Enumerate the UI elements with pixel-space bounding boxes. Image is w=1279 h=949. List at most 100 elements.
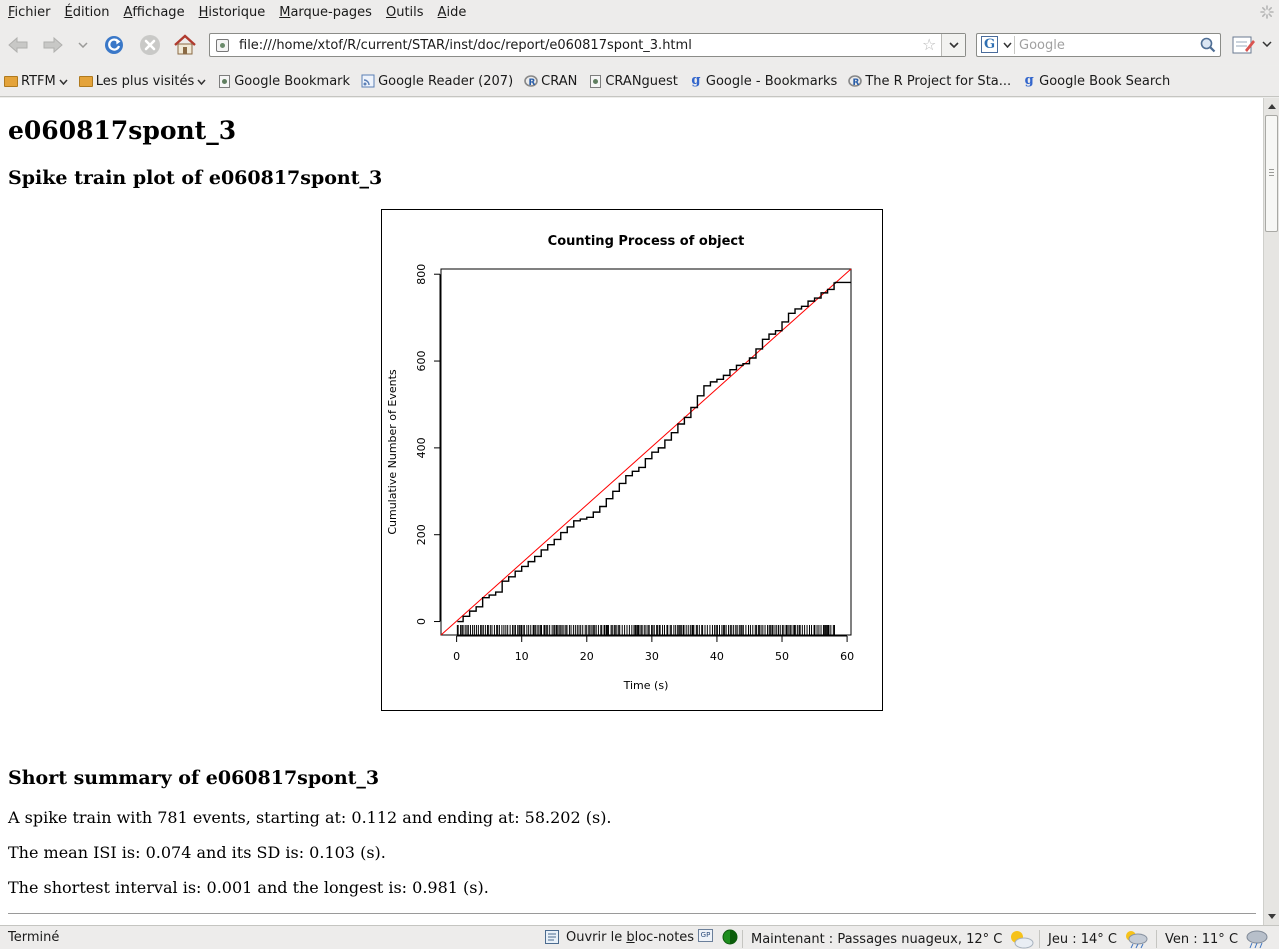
counting-process-figure: Counting Process of object 0 10 20 30 40 50 60 T… xyxy=(381,209,883,711)
weather-friday[interactable]: Ven : 11° C xyxy=(1156,929,1270,949)
google-g-icon: g xyxy=(691,73,701,88)
page-title: e060817spont_3 xyxy=(8,116,237,145)
weather-now-label: Maintenant : Passages nuageux, 12° C xyxy=(751,931,1003,947)
status-bar: Terminé Ouvrir le b loc-notes GP Maintena… xyxy=(0,925,1279,949)
weather-thursday[interactable]: Jeu : 14° C xyxy=(1039,929,1149,949)
notepad-extension-icon[interactable] xyxy=(1231,34,1257,56)
green-light-icon xyxy=(722,929,738,945)
open-notepad-button[interactable]: Ouvrir le b loc-notes xyxy=(544,929,694,945)
bookmark-star-icon[interactable]: ☆ xyxy=(922,35,937,54)
reload-icon xyxy=(105,36,123,54)
chevron-down-icon xyxy=(948,42,959,48)
menu-item-2[interactable]: Affichage xyxy=(116,0,191,25)
menu-item-4[interactable]: Marque-pages xyxy=(272,0,379,25)
throbber-icon xyxy=(1260,5,1274,19)
page-icon xyxy=(217,74,231,88)
page-icon xyxy=(588,74,602,88)
y-tick-label: 800 xyxy=(415,264,428,285)
notepad-icon xyxy=(545,930,559,944)
open-notepad-suffix: loc-notes xyxy=(634,929,695,945)
bookmark-label: CRANguest xyxy=(605,73,678,89)
status-text: Terminé xyxy=(8,930,60,945)
svg-text:R: R xyxy=(853,78,860,88)
menu-item-0[interactable]: Fichier xyxy=(1,0,58,25)
forward-button[interactable] xyxy=(40,32,66,58)
scroll-up-arrow-icon xyxy=(1267,103,1276,109)
bookmark-item-8[interactable]: g Google Book Search xyxy=(1022,74,1171,89)
reload-button[interactable] xyxy=(101,32,127,58)
open-notepad-mnemonic: b xyxy=(626,929,635,945)
y-tick-label: 600 xyxy=(415,351,428,372)
menu-item-6[interactable]: Aide xyxy=(431,0,474,25)
bookmark-label: RTFM xyxy=(21,73,56,89)
menu-label-rest: ichier xyxy=(14,5,51,20)
summary-heading: Short summary of e060817spont_3 xyxy=(8,767,380,789)
search-input[interactable] xyxy=(1019,36,1199,54)
weather-now[interactable]: Maintenant : Passages nuageux, 12° C xyxy=(742,929,1034,949)
bookmark-item-2[interactable]: Google Bookmark xyxy=(217,74,350,89)
google-engine-icon: G xyxy=(981,36,998,53)
home-icon xyxy=(174,34,196,55)
r-logo-icon: R xyxy=(524,74,538,88)
bookmark-item-6[interactable]: g Google - Bookmarks xyxy=(689,74,837,89)
y-tick-label: 400 xyxy=(415,437,428,458)
search-bar[interactable]: G xyxy=(976,33,1221,57)
navigation-toolbar: ☆ G xyxy=(0,25,1279,65)
weather-thursday-label: Jeu : 14° C xyxy=(1048,931,1117,947)
connection-status-icon[interactable] xyxy=(722,929,738,945)
bookmark-label: Google - Bookmarks xyxy=(705,73,838,89)
url-input[interactable] xyxy=(239,36,919,54)
back-button[interactable] xyxy=(5,32,31,58)
chevron-down-icon[interactable] xyxy=(1262,41,1272,47)
x-tick-label: 30 xyxy=(645,650,659,663)
vertical-scrollbar[interactable] xyxy=(1263,98,1279,925)
menu-label-rest: dition xyxy=(72,5,110,20)
x-tick-label: 0 xyxy=(453,650,460,663)
home-button[interactable] xyxy=(172,32,198,58)
bookmark-item-0[interactable]: RTFM xyxy=(4,74,68,89)
stop-button[interactable] xyxy=(137,32,163,58)
bookmark-item-3[interactable]: Google Reader (207) xyxy=(361,74,513,89)
menu-mnemonic: A xyxy=(437,5,447,20)
bookmark-item-7[interactable]: R The R Project for Sta... xyxy=(848,74,1011,89)
bookmark-item-4[interactable]: R CRAN xyxy=(524,74,577,89)
menu-label-rest: ffichage xyxy=(132,5,185,20)
cumulative-events-line xyxy=(457,281,851,623)
page-content: e060817spont_3 Spike train plot of e0608… xyxy=(0,98,1263,925)
menu-label-rest: arque-pages xyxy=(290,5,372,20)
menu-mnemonic: F xyxy=(8,5,15,20)
url-history-dropdown[interactable] xyxy=(941,34,965,56)
rain-icon xyxy=(1246,930,1268,949)
menu-mnemonic: H xyxy=(198,5,209,20)
svg-text:R: R xyxy=(529,78,536,88)
url-bar[interactable]: ☆ xyxy=(209,33,966,57)
menu-label-rest: istorique xyxy=(208,5,266,20)
summary-mean-isi: The mean ISI is: 0.074 and its SD is: 0.… xyxy=(8,843,386,862)
folder-icon xyxy=(4,74,18,88)
smart-folder-icon xyxy=(78,74,93,88)
weather-friday-label: Ven : 11° C xyxy=(1165,931,1239,947)
menu-item-3[interactable]: Historique xyxy=(192,0,273,25)
scroll-up-button[interactable] xyxy=(1264,98,1279,114)
scrollbar-thumb[interactable] xyxy=(1265,115,1278,232)
bookmark-label: Les plus visités xyxy=(95,73,195,89)
gp-status-icon[interactable]: GP xyxy=(698,929,713,942)
x-axis-label: Time (s) xyxy=(623,679,669,692)
search-icon[interactable] xyxy=(1200,37,1216,53)
menu-item-1[interactable]: Édition xyxy=(58,0,117,25)
x-tick-label: 60 xyxy=(840,650,854,663)
menu-mnemonic: M xyxy=(279,5,291,20)
bookmark-item-5[interactable]: CRANguest xyxy=(588,74,678,89)
bookmark-label: Google Bookmark xyxy=(234,73,351,89)
bookmark-item-1[interactable]: Les plus visités xyxy=(78,73,206,89)
feed-icon xyxy=(361,74,375,88)
open-notepad-prefix: Ouvrir le xyxy=(566,929,627,945)
search-engine-selector[interactable]: G xyxy=(979,36,1015,54)
bookmark-label: The R Project for Sta... xyxy=(865,73,1012,89)
scroll-down-button[interactable] xyxy=(1264,908,1279,924)
site-identity-icon[interactable] xyxy=(216,39,229,52)
menu-bar: Fichier Édition Affichage Historique Marque-… xyxy=(0,0,1279,25)
menu-item-5[interactable]: Outils xyxy=(379,0,431,25)
history-dropdown-button[interactable] xyxy=(72,32,94,58)
